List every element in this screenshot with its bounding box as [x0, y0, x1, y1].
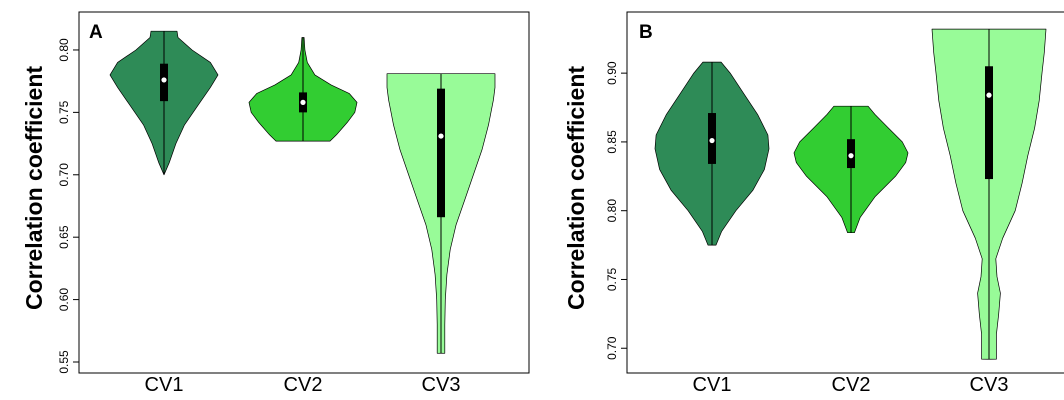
panel-a-letter: A [89, 22, 103, 43]
violin-cv1-median-point [709, 137, 715, 144]
panel-b-x-categories: CV1 CV2 CV3 [693, 374, 1009, 396]
panel-b-category-label: CV1 [693, 374, 732, 396]
panel-a-y-tick-label: 0.75 [57, 100, 71, 124]
violin-cv2-median-point [848, 153, 854, 159]
panel-b-y-tick-label: 0.90 [605, 61, 619, 85]
panel-b: Correlation coefficient 0.70 0.75 0.80 0.85… [563, 11, 1064, 396]
panel-b-category-label: CV2 [832, 374, 871, 396]
panel-b-y-axis: 0.70 0.75 0.80 0.85 0.90 [605, 12, 628, 373]
panel-a-x-categories: CV1 CV2 CV3 [145, 374, 461, 396]
panel-a-y-axis: 0.55 0.60 0.65 0.70 0.75 0.80 [57, 12, 80, 374]
panel-a-category-label: CV3 [422, 374, 461, 396]
panel-a-category-label: CV2 [284, 374, 323, 396]
panel-a-category-label: CV1 [145, 374, 184, 396]
violin-cv1-median-point [161, 77, 167, 83]
panel-a-y-tick-label: 0.60 [57, 288, 71, 312]
panel-a-y-tick-label: 0.80 [57, 38, 71, 62]
panel-b-y-tick-label: 0.80 [605, 199, 619, 223]
violin-cv3-iqr-box [985, 66, 993, 180]
panel-b-category-label: CV3 [970, 374, 1009, 396]
violin-cv3-median-point [438, 133, 444, 139]
violin-cv3-median-point [986, 92, 992, 98]
panel-b-y-tick-label: 0.75 [605, 267, 619, 291]
panel-a: Correlation coefficient 0.55 0.60 0.65 0.70… [21, 11, 530, 396]
panel-b-y-tick-label: 0.85 [605, 130, 619, 154]
panel-a-ylabel: Correlation coefficient [21, 66, 47, 310]
panel-b-y-tick-label: 0.70 [605, 336, 619, 360]
panel-a-y-tick-label: 0.65 [57, 225, 71, 249]
panel-a-y-tick-label: 0.55 [57, 350, 71, 374]
violin-cv3-iqr-box [437, 88, 445, 218]
panel-b-letter: B [639, 22, 653, 43]
panel-a-y-tick-label: 0.70 [57, 163, 71, 187]
violin-cv2-median-point [300, 99, 306, 105]
panel-b-ylabel: Correlation coefficient [563, 66, 589, 310]
